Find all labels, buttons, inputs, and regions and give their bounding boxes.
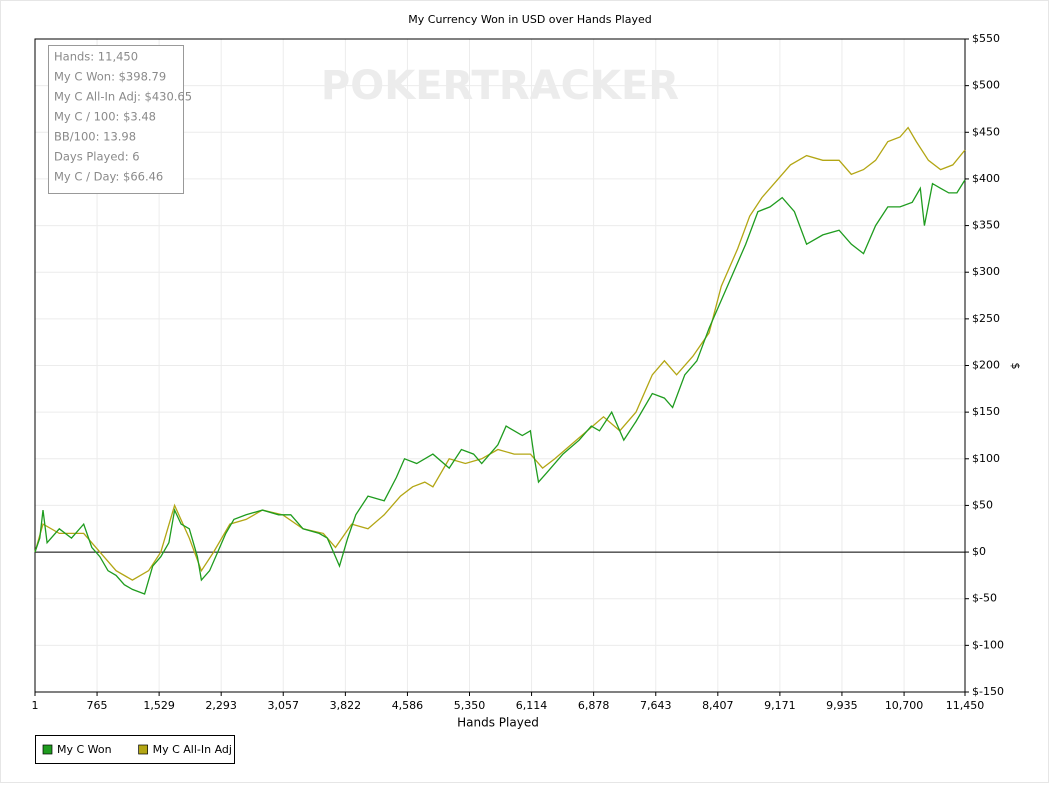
y-tick-label: $500: [972, 79, 1000, 92]
legend-swatch: [138, 744, 148, 755]
y-tick-label: $300: [972, 265, 1000, 278]
stat-text: My C Won: $398.79: [54, 70, 166, 84]
x-tick-label: 6,878: [578, 699, 610, 712]
x-tick-label: 3,822: [330, 699, 362, 712]
x-tick-label: 765: [87, 699, 108, 712]
stats-box: [48, 45, 184, 194]
chart-title: My Currency Won in USD over Hands Played: [408, 13, 651, 26]
x-tick-label: 9,171: [764, 699, 796, 712]
stat-text: My C All-In Adj: $430.65: [54, 90, 192, 104]
y-tick-label: $-150: [972, 685, 1004, 698]
x-tick-label: 1,529: [143, 699, 175, 712]
x-tick-label: 10,700: [885, 699, 924, 712]
y-tick-label: $0: [972, 545, 986, 558]
y-tick-label: $-50: [972, 592, 997, 605]
plot-border: [34, 38, 966, 693]
x-tick-label: 1: [32, 699, 39, 712]
stat-text: Days Played: 6: [54, 150, 140, 164]
y-tick-label: $550: [972, 32, 1000, 45]
x-tick-label: 3,057: [267, 699, 299, 712]
x-tick-label: 7,643: [640, 699, 672, 712]
stat-text: My C / Day: $66.46: [54, 170, 163, 184]
series-line: [34, 179, 966, 595]
x-axis-label: Hands Played: [457, 716, 539, 730]
y-tick-label: $450: [972, 125, 1000, 138]
legend-label: My C Won: [57, 743, 112, 756]
x-tick-label: 2,293: [205, 699, 237, 712]
x-tick-label: 6,114: [516, 699, 548, 712]
stat-text: Hands: 11,450: [54, 50, 138, 64]
x-tick-label: 9,935: [826, 699, 858, 712]
x-tick-label: 4,586: [392, 699, 424, 712]
y-tick-label: $-100: [972, 638, 1004, 651]
y-tick-label: $100: [972, 452, 1000, 465]
x-tick-label: 11,450: [946, 699, 985, 712]
legend-box: [35, 735, 235, 764]
x-tick-label: 8,407: [702, 699, 734, 712]
legend-swatch: [42, 744, 53, 755]
y-tick-label: $50: [972, 498, 993, 511]
legend-label: My C All-In Adj: [153, 743, 232, 756]
y-axis-label: $: [1009, 363, 1022, 370]
stat-text: My C / 100: $3.48: [54, 110, 156, 124]
stat-text: BB/100: 13.98: [54, 130, 136, 144]
y-tick-label: $350: [972, 219, 1000, 232]
y-tick-label: $200: [972, 359, 1000, 372]
y-tick-label: $250: [972, 312, 1000, 325]
y-tick-label: $150: [972, 405, 1000, 418]
x-tick-label: 5,350: [454, 699, 486, 712]
y-tick-label: $400: [972, 172, 1000, 185]
